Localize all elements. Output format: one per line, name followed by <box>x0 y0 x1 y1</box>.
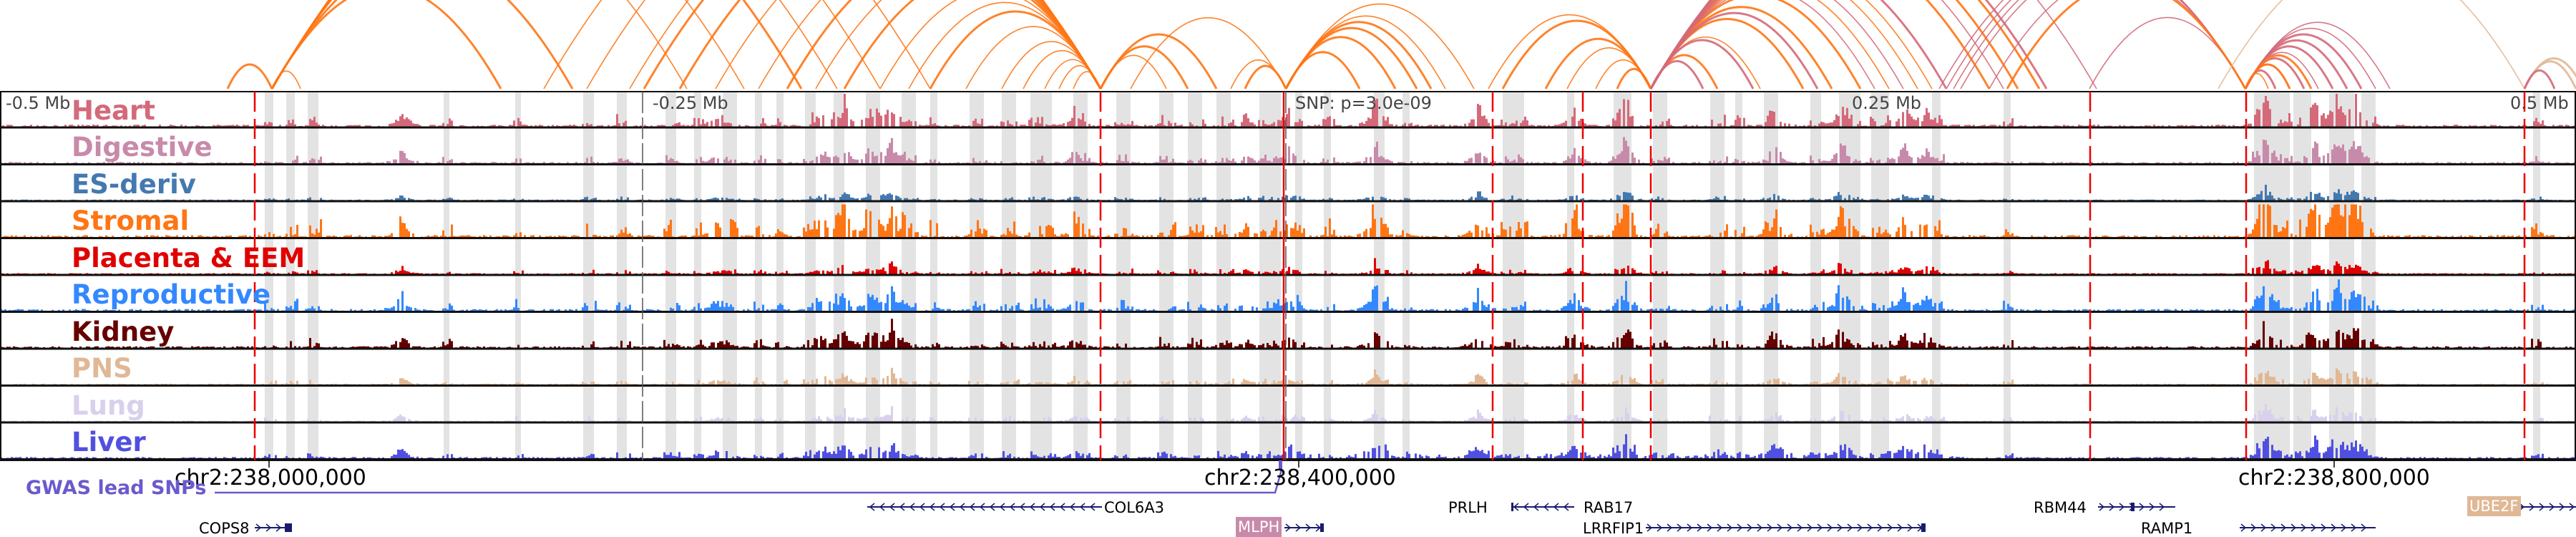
track-label-pns: PNS <box>72 353 132 384</box>
coord-label-238400000: chr2:238,400,000 <box>1204 465 1396 490</box>
ruler-minus-0.25mb: -0.25 Mb <box>653 93 728 113</box>
loop-arc <box>2523 69 2556 90</box>
loop-arc <box>1099 33 1218 90</box>
signal-stromal <box>2 204 2576 237</box>
track-label-liver: Liver <box>72 427 146 458</box>
signal-kidney <box>0 319 2574 348</box>
cops8-strand-arrows <box>255 523 282 532</box>
loop-arc <box>2244 54 2313 90</box>
loop-arc <box>1285 3 1475 90</box>
loop-arc <box>715 0 1101 90</box>
loop-arc <box>1130 17 1287 90</box>
rbm44-exon <box>2131 503 2135 511</box>
track-label-lung: Lung <box>72 390 145 421</box>
signal-pns <box>0 367 2574 384</box>
loop-arc <box>1073 71 1101 90</box>
snp-pvalue-label: SNP: p=3.0e-09 <box>1295 93 1432 113</box>
gene-label-mlph[interactable]: MLPH <box>1236 517 1282 537</box>
ruler-plus-0.5mb: 0.5 Mb <box>2510 93 2569 113</box>
gwas-lead-snp <box>1279 460 1282 470</box>
track-frame <box>0 91 2576 461</box>
gene-label-lrrfip1[interactable]: LRRFIP1 <box>1583 520 1644 537</box>
track-label-reproductive: Reproductive <box>72 279 271 310</box>
coord-label-238000000: chr2:238,000,000 <box>175 465 366 490</box>
mlph-strand-arrows <box>1285 523 1322 532</box>
track-label-stromal: Stromal <box>72 205 190 236</box>
loop-arc <box>1616 67 1652 90</box>
lrrfip1-strand-arrows <box>1646 523 1923 532</box>
gene-label-col6a3[interactable]: COL6A3 <box>1104 499 1164 516</box>
col6a3-strand-arrows <box>869 503 1096 511</box>
gene-label-ube2f[interactable]: UBE2F <box>2467 496 2521 516</box>
signal-lung <box>2 404 2576 422</box>
signal-reproductive <box>0 279 2576 311</box>
gene-label-rab17[interactable]: RAB17 <box>1584 499 1634 516</box>
loop-arc <box>1649 0 2048 90</box>
rab17-exon <box>1511 503 1513 511</box>
signal-heart <box>0 94 2576 127</box>
gwas-track-label: GWAS lead SNPs <box>26 477 207 499</box>
chromatin-loop-arcs <box>226 0 2576 90</box>
track-label-kidney: Kidney <box>72 316 175 347</box>
loop-arc <box>2245 21 2391 90</box>
rab17-strand-arrows <box>1513 503 1569 511</box>
gwas-lead-snp-line <box>215 463 1282 494</box>
lrrfip1-exon <box>1921 523 1926 532</box>
loop-arc <box>270 0 574 90</box>
coord-label-238800000: chr2:238,800,000 <box>2238 465 2430 490</box>
track-label-digestive: Digestive <box>72 132 213 163</box>
loop-arc <box>226 63 273 90</box>
gene-label-rbm44[interactable]: RBM44 <box>2034 499 2087 516</box>
signal-liver <box>0 434 2576 458</box>
mlph-exon <box>1320 523 1324 532</box>
gene-label-prlh[interactable]: PRLH <box>1448 499 1488 516</box>
gene-label-ramp1[interactable]: RAMP1 <box>2141 520 2193 537</box>
signal-es-deriv <box>0 185 2576 200</box>
cops8-exon <box>285 523 292 532</box>
track-label-heart: Heart <box>72 95 155 126</box>
track-label-placenta: Placenta & EEM <box>72 243 306 274</box>
ruler-minus-0.5mb: -0.5 Mb <box>6 93 71 113</box>
signal-digestive <box>0 137 2576 163</box>
loop-arc <box>2218 0 2525 90</box>
ruler-plus-0.25mb: 0.25 Mb <box>1852 93 1922 113</box>
ramp1-strand-arrows <box>2240 523 2367 532</box>
signal-placenta-eem <box>0 258 2576 274</box>
loop-arc <box>1649 0 1948 90</box>
track-label-es-deriv: ES-deriv <box>72 169 196 200</box>
gene-label-cops8[interactable]: COPS8 <box>199 520 250 537</box>
loop-arc <box>2006 0 2247 90</box>
